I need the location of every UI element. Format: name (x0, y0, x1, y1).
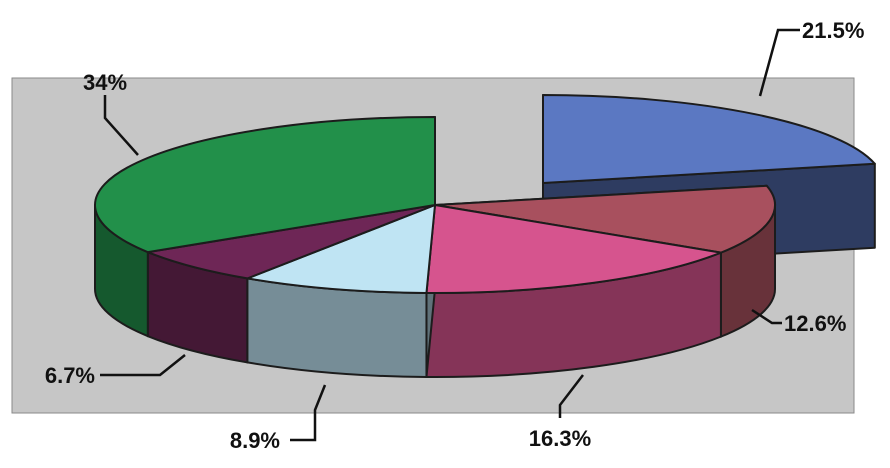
pie-slice (542, 94, 876, 184)
leader-line (758, 28, 800, 97)
data-label: 34% (83, 70, 127, 95)
leader-line (558, 374, 584, 418)
pie-slice (434, 184, 776, 254)
data-label: 21.5% (802, 18, 864, 43)
pie-slice (246, 204, 436, 294)
leader-line (100, 354, 186, 377)
pie-slice (425, 204, 722, 294)
pie-slice (146, 204, 436, 280)
pie-tops (94, 94, 876, 294)
leader-line (751, 308, 782, 325)
data-label: 6.7% (45, 363, 95, 388)
leader-line (103, 95, 139, 156)
data-labels: 21.5% 12.6% 16.3% 8.9% 6.7% 34% (45, 18, 865, 453)
data-label: 12.6% (784, 311, 846, 336)
data-label: 16.3% (529, 426, 591, 451)
pie-slice (94, 116, 436, 254)
data-label: 8.9% (230, 428, 280, 453)
leader-line (290, 384, 327, 442)
